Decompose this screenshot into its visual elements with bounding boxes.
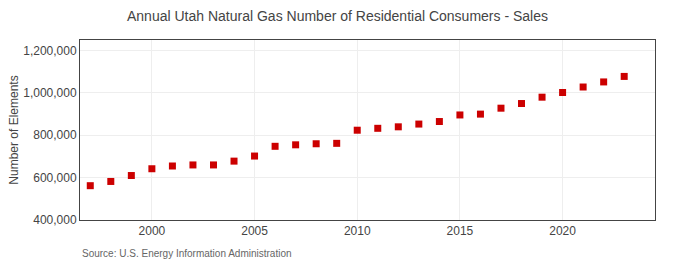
svg-text:600,000: 600,000 bbox=[33, 171, 77, 185]
svg-text:Source: U.S. Energy Informatio: Source: U.S. Energy Information Administ… bbox=[82, 248, 292, 259]
svg-text:1,000,000: 1,000,000 bbox=[23, 86, 77, 100]
svg-text:2005: 2005 bbox=[241, 224, 268, 238]
svg-text:800,000: 800,000 bbox=[33, 128, 77, 142]
svg-text:Number of Elements: Number of Elements bbox=[7, 75, 21, 184]
svg-text:2000: 2000 bbox=[139, 224, 166, 238]
svg-text:400,000: 400,000 bbox=[33, 213, 77, 227]
svg-text:1,200,000: 1,200,000 bbox=[23, 44, 77, 58]
svg-text:2010: 2010 bbox=[344, 224, 371, 238]
svg-text:Annual Utah Natural Gas Number: Annual Utah Natural Gas Number of Reside… bbox=[127, 8, 548, 24]
svg-text:2015: 2015 bbox=[447, 224, 474, 238]
svg-text:2020: 2020 bbox=[549, 224, 576, 238]
